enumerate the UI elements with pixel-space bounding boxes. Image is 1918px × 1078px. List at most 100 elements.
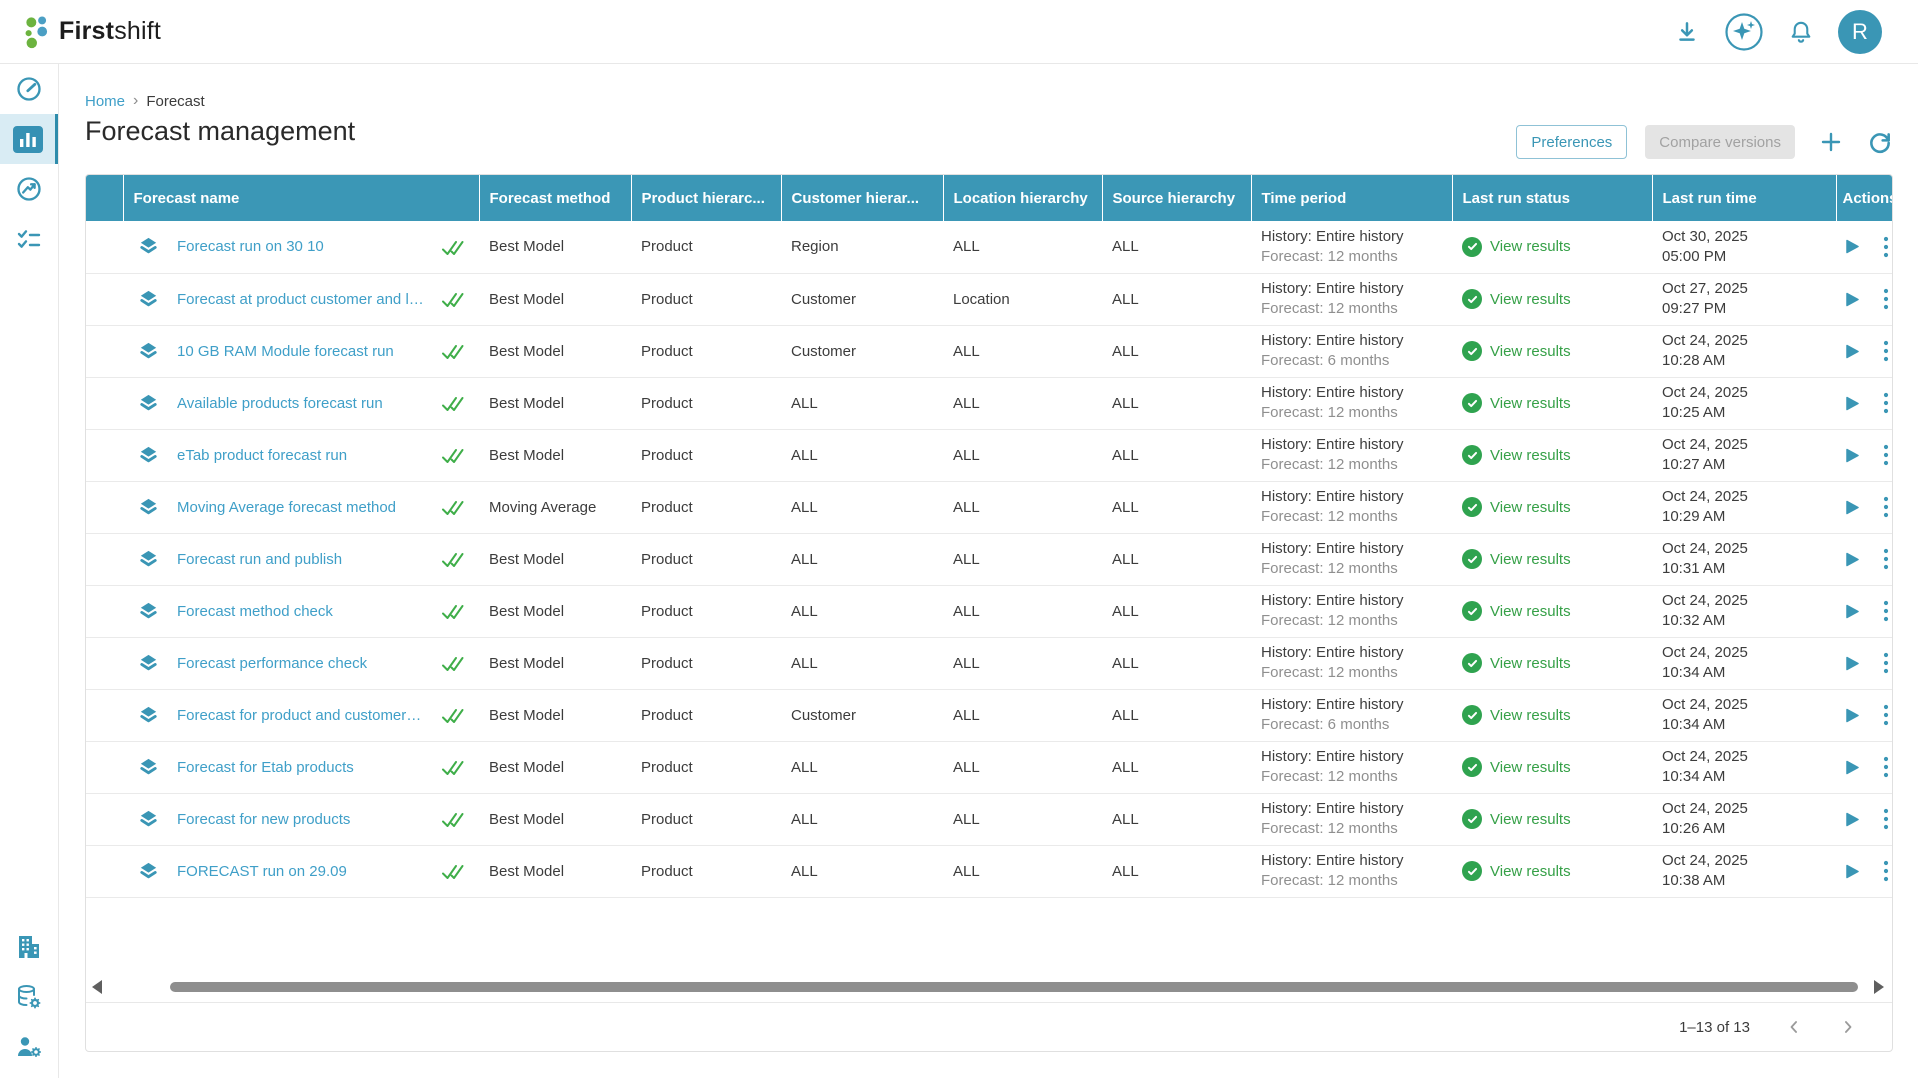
kebab-menu-icon[interactable]: [1883, 236, 1889, 258]
kebab-menu-icon[interactable]: [1883, 652, 1889, 674]
run-forecast-play-button[interactable]: [1846, 604, 1859, 619]
col-location-hierarchy[interactable]: Location hierarchy: [942, 175, 1102, 221]
view-results-link[interactable]: View results: [1490, 394, 1571, 412]
forecast-name-link[interactable]: Forecast for Etab products: [177, 758, 354, 776]
kebab-menu-icon[interactable]: [1883, 340, 1889, 362]
col-last-run-time[interactable]: Last run time: [1651, 175, 1836, 221]
run-forecast-play-button[interactable]: [1846, 344, 1859, 359]
kebab-menu-icon[interactable]: [1883, 756, 1889, 778]
forecast-name-link[interactable]: Forecast run on 30 10: [177, 238, 324, 256]
view-results-link[interactable]: View results: [1490, 706, 1571, 724]
compare-versions-button[interactable]: Compare versions: [1645, 125, 1795, 159]
view-results-link[interactable]: View results: [1490, 810, 1571, 828]
breadcrumb-home-link[interactable]: Home: [85, 92, 126, 110]
table-row[interactable]: FORECAST run on 29.09 Best Model Product…: [86, 845, 1892, 898]
ai-assistant-icon[interactable]: [1724, 12, 1764, 52]
table-row[interactable]: 10 GB RAM Module forecast run Best Model…: [86, 325, 1892, 378]
table-row[interactable]: Moving Average forecast method Moving Av…: [86, 481, 1892, 534]
scroll-right-arrow[interactable]: [1874, 980, 1884, 994]
forecast-name-link[interactable]: Forecast for new products: [177, 810, 351, 828]
forecast-name-link[interactable]: FORECAST run on 29.09: [177, 862, 347, 880]
table-row[interactable]: Forecast at product customer and lo... B…: [86, 273, 1892, 326]
view-results-link[interactable]: View results: [1490, 446, 1571, 464]
col-last-run-status[interactable]: Last run status: [1451, 175, 1652, 221]
sidebar-item-forecast-analytics[interactable]: [0, 114, 58, 164]
col-source-hierarchy[interactable]: Source hierarchy: [1101, 175, 1251, 221]
run-forecast-play-button[interactable]: [1846, 708, 1859, 723]
pagination-prev-button[interactable]: [1778, 1017, 1810, 1037]
kebab-menu-icon[interactable]: [1883, 808, 1889, 830]
col-product-hierarchy[interactable]: Product hierarc...: [630, 175, 781, 221]
run-forecast-play-button[interactable]: [1846, 552, 1859, 567]
kebab-menu-icon[interactable]: [1883, 704, 1889, 726]
table-row[interactable]: Forecast run and publish Best Model Prod…: [86, 533, 1892, 586]
forecast-name-link[interactable]: Forecast run and publish: [177, 550, 343, 568]
table-row[interactable]: Forecast for Etab products Best Model Pr…: [86, 741, 1892, 794]
scroll-track[interactable]: [108, 981, 1868, 993]
view-results-link[interactable]: View results: [1490, 862, 1571, 880]
run-forecast-play-button[interactable]: [1846, 760, 1859, 775]
last-run-time-cell: Oct 24, 2025 10:27 AM: [1652, 429, 1836, 482]
kebab-menu-icon[interactable]: [1883, 496, 1889, 518]
view-results-link[interactable]: View results: [1490, 758, 1571, 776]
forecast-name-link[interactable]: 10 GB RAM Module forecast run: [177, 342, 394, 360]
run-forecast-play-button[interactable]: [1846, 500, 1859, 515]
forecast-name-link[interactable]: eTab product forecast run: [177, 446, 348, 464]
forecast-name-link[interactable]: Forecast for product and customer it...: [177, 706, 424, 724]
kebab-menu-icon[interactable]: [1883, 600, 1889, 622]
view-results-link[interactable]: View results: [1490, 290, 1571, 308]
kebab-menu-icon[interactable]: [1883, 392, 1889, 414]
col-time-period[interactable]: Time period: [1250, 175, 1452, 221]
col-customer-hierarchy[interactable]: Customer hierar...: [780, 175, 943, 221]
preferences-button[interactable]: Preferences: [1516, 125, 1628, 159]
user-avatar[interactable]: R: [1838, 9, 1882, 54]
scroll-thumb[interactable]: [170, 982, 1858, 992]
forecast-name-link[interactable]: Forecast at product customer and lo...: [177, 290, 424, 308]
run-forecast-play-button[interactable]: [1846, 396, 1859, 411]
sidebar-item-data-settings[interactable]: [0, 972, 58, 1022]
view-results-link[interactable]: View results: [1490, 498, 1571, 516]
brand-logo[interactable]: Firstshift: [24, 15, 161, 49]
pagination-next-button[interactable]: [1832, 1017, 1864, 1037]
view-results-link[interactable]: View results: [1490, 550, 1571, 568]
col-forecast-method[interactable]: Forecast method: [478, 175, 631, 221]
refresh-button[interactable]: [1867, 129, 1893, 155]
sidebar-item-organization[interactable]: [0, 922, 58, 972]
col-forecast-name[interactable]: Forecast name: [122, 175, 479, 221]
scroll-left-arrow[interactable]: [92, 980, 102, 994]
sidebar-item-tasks[interactable]: [0, 214, 58, 264]
table-row[interactable]: Forecast method check Best Model Product…: [86, 585, 1892, 638]
run-forecast-play-button[interactable]: [1846, 812, 1859, 827]
run-forecast-play-button[interactable]: [1846, 448, 1859, 463]
kebab-menu-icon[interactable]: [1883, 444, 1889, 466]
forecast-name-link[interactable]: Available products forecast run: [177, 394, 383, 412]
kebab-menu-icon[interactable]: [1883, 548, 1889, 570]
kebab-menu-icon[interactable]: [1883, 860, 1889, 882]
user-gear-icon: [15, 1033, 43, 1061]
run-forecast-play-button[interactable]: [1846, 292, 1859, 307]
table-row[interactable]: Forecast for product and customer it... …: [86, 689, 1892, 742]
run-forecast-play-button[interactable]: [1846, 239, 1859, 254]
view-results-link[interactable]: View results: [1490, 654, 1571, 672]
run-forecast-play-button[interactable]: [1846, 864, 1859, 879]
table-row[interactable]: Forecast run on 30 10 Best Model Product…: [86, 221, 1892, 274]
table-row[interactable]: Available products forecast run Best Mod…: [86, 377, 1892, 430]
forecast-name-link[interactable]: Moving Average forecast method: [177, 498, 397, 516]
add-forecast-button[interactable]: [1819, 130, 1843, 154]
product-hierarchy-cell: Product: [631, 845, 781, 898]
sidebar-item-performance[interactable]: [0, 164, 58, 214]
table-row[interactable]: Forecast for new products Best Model Pro…: [86, 793, 1892, 846]
notifications-icon[interactable]: [1788, 19, 1814, 45]
kebab-menu-icon[interactable]: [1883, 288, 1889, 310]
view-results-link[interactable]: View results: [1490, 602, 1571, 620]
sidebar-item-user-admin[interactable]: [0, 1022, 58, 1072]
table-row[interactable]: Forecast performance check Best Model Pr…: [86, 637, 1892, 690]
forecast-name-link[interactable]: Forecast performance check: [177, 654, 368, 672]
sidebar-item-dashboard[interactable]: [0, 64, 58, 114]
view-results-link[interactable]: View results: [1490, 342, 1571, 360]
download-icon[interactable]: [1674, 19, 1700, 45]
view-results-link[interactable]: View results: [1490, 238, 1571, 256]
table-row[interactable]: eTab product forecast run Best Model Pro…: [86, 429, 1892, 482]
forecast-name-link[interactable]: Forecast method check: [177, 602, 333, 620]
run-forecast-play-button[interactable]: [1846, 656, 1859, 671]
